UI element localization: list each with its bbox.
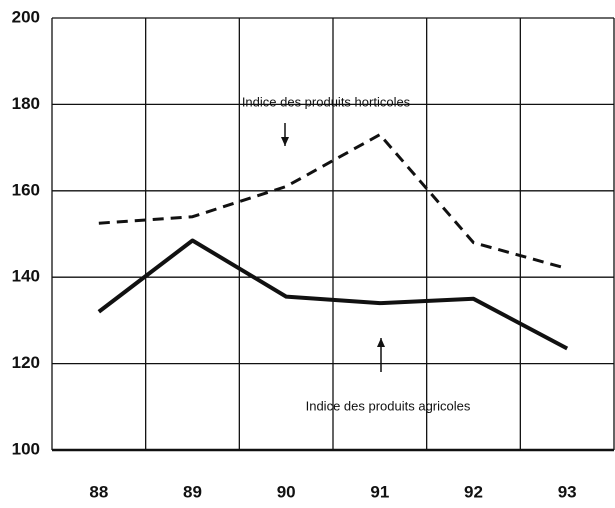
- x-tick-label: 88: [89, 482, 108, 501]
- x-tick-label: 89: [183, 482, 202, 501]
- arrow-head: [377, 338, 385, 347]
- y-tick-label: 200: [12, 7, 40, 26]
- line-series: [97, 238, 569, 351]
- y-tick-label: 100: [12, 439, 40, 458]
- x-tick-label: 91: [370, 482, 389, 501]
- series-annotation: Indice des produits agricoles: [306, 398, 471, 413]
- y-tick-label: 140: [12, 267, 40, 286]
- x-tick-label: 92: [464, 482, 483, 501]
- y-tick-label: 160: [12, 180, 40, 199]
- x-tick-label: 93: [558, 482, 577, 501]
- x-tick-label: 90: [277, 482, 296, 501]
- y-tick-label: 180: [12, 94, 40, 113]
- series-annotation: Indice des produits horticoles: [242, 94, 411, 109]
- y-tick-label: 120: [12, 353, 40, 372]
- line-series: [98, 133, 568, 271]
- arrow-head: [281, 137, 289, 146]
